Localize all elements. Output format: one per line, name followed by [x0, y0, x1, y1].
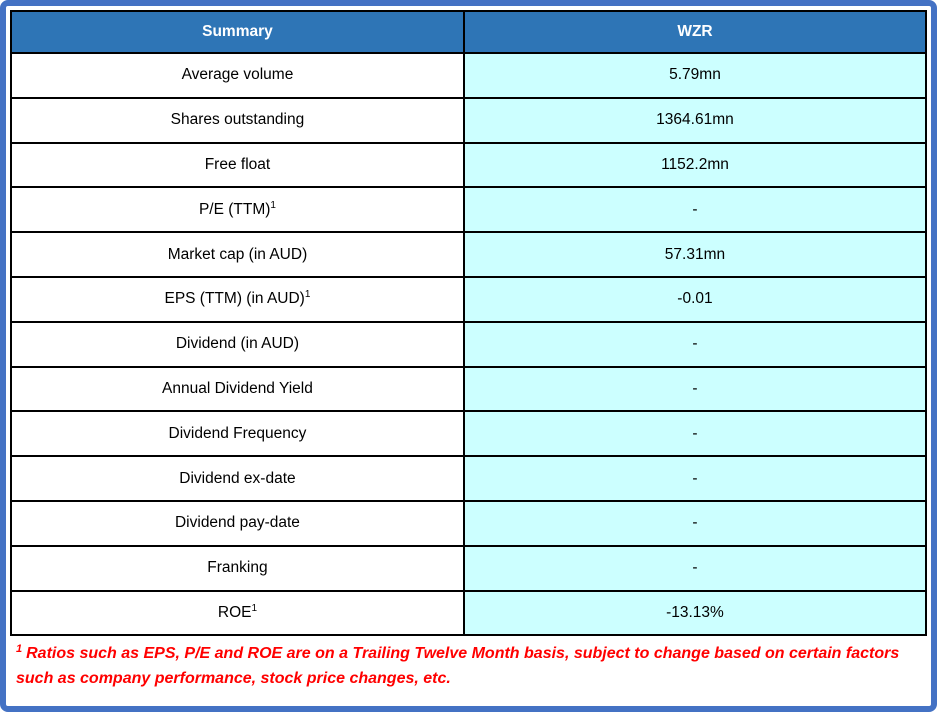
row-value: - — [462, 544, 928, 592]
table-row: P/E (TTM)1 - — [10, 186, 928, 234]
row-label: Franking — [10, 544, 465, 592]
footnote: 1 Ratios such as EPS, P/E and ROE are on … — [10, 636, 927, 698]
row-label-text: Dividend (in AUD) — [175, 335, 300, 353]
table-row: Franking - — [10, 544, 928, 592]
row-label: Market cap (in AUD) — [10, 231, 465, 278]
row-label: Dividend pay-date — [10, 499, 465, 547]
row-value: 1364.61mn — [462, 96, 928, 144]
row-value: - — [462, 455, 928, 502]
row-value: 5.79mn — [462, 52, 928, 99]
row-label: P/E (TTM)1 — [10, 186, 465, 234]
header-cell-wzr: WZR — [462, 10, 928, 54]
row-value: - — [462, 410, 928, 458]
row-label-text: EPS (TTM) (in AUD) — [164, 290, 305, 308]
row-label: Shares outstanding — [10, 96, 465, 144]
row-label: Dividend Frequency — [10, 410, 465, 458]
row-value: - — [462, 365, 928, 413]
row-label: Average volume — [10, 52, 465, 99]
table-row: Shares outstanding 1364.61mn — [10, 96, 928, 144]
superscript: 1 — [270, 199, 276, 211]
row-value: - — [462, 320, 928, 368]
footnote-superscript: 1 — [16, 643, 23, 656]
row-label: Free float — [10, 141, 465, 189]
table-row: Annual Dividend Yield - — [10, 365, 928, 413]
row-value: - — [462, 499, 928, 547]
row-label: ROE1 — [10, 589, 465, 637]
row-label-text: Free float — [204, 155, 271, 173]
row-label: EPS (TTM) (in AUD)1 — [10, 275, 465, 323]
table-row: Dividend ex-date - — [10, 455, 928, 502]
table-row: EPS (TTM) (in AUD)1 -0.01 — [10, 275, 928, 323]
header-cell-summary: Summary — [10, 10, 465, 54]
row-label-text: Shares outstanding — [170, 111, 305, 129]
table-row: Dividend (in AUD) - — [10, 320, 928, 368]
row-value: -0.01 — [462, 275, 928, 323]
table-row: ROE1 -13.13% — [10, 589, 928, 637]
row-value: 57.31mn — [462, 231, 928, 278]
row-label-text: Dividend Frequency — [168, 424, 307, 442]
row-label-text: Average volume — [181, 66, 294, 84]
row-label: Dividend (in AUD) — [10, 320, 465, 368]
row-label: Dividend ex-date — [10, 455, 465, 502]
row-label-text: Market cap (in AUD) — [167, 245, 308, 263]
footnote-text: Ratios such as EPS, P/E and ROE are on a… — [16, 645, 900, 688]
table-row: Free float 1152.2mn — [10, 141, 928, 189]
row-value: -13.13% — [462, 589, 928, 637]
superscript: 1 — [304, 289, 311, 301]
superscript: 1 — [251, 602, 258, 614]
row-label-text: Franking — [207, 559, 268, 577]
table-header-row: Summary WZR — [10, 10, 928, 54]
table-row: Dividend Frequency - — [10, 410, 928, 458]
table-row: Market cap (in AUD) 57.31mn — [10, 231, 928, 278]
row-label-text: Dividend ex-date — [179, 469, 296, 487]
row-value: 1152.2mn — [462, 141, 928, 189]
row-label: Annual Dividend Yield — [10, 365, 465, 413]
row-label-text: P/E (TTM) — [198, 200, 271, 218]
row-label-text: Dividend pay-date — [174, 514, 300, 532]
row-label-text: ROE — [217, 603, 252, 621]
table-row: Average volume 5.79mn — [10, 52, 928, 99]
table-row: Dividend pay-date - — [10, 499, 928, 547]
summary-table: Summary WZR Average volume 5.79mn Shares… — [10, 10, 928, 637]
row-value: - — [462, 186, 928, 234]
row-label-text: Annual Dividend Yield — [162, 379, 313, 397]
